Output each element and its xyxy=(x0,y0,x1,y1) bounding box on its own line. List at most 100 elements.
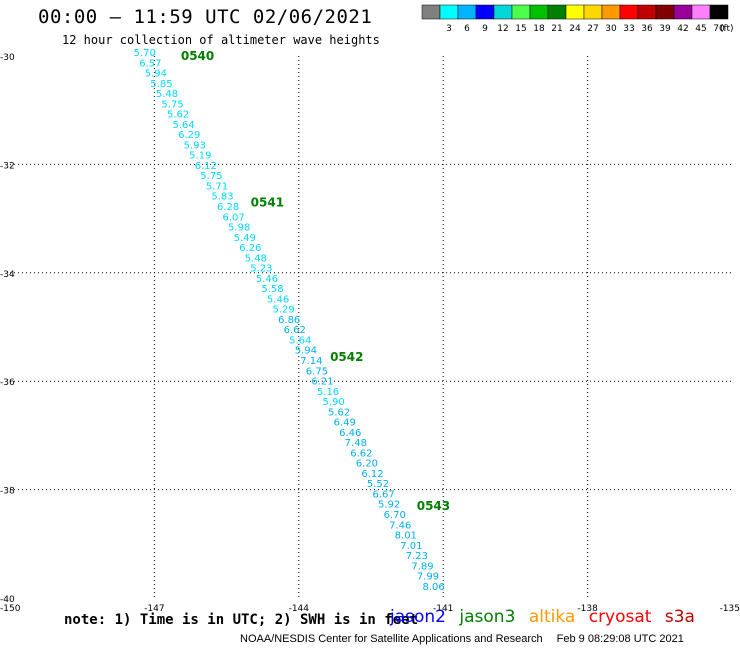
legend-bin-label: 21 xyxy=(551,24,562,34)
lon-tick-label: -144 xyxy=(289,604,310,614)
time-label: 0541 xyxy=(251,195,284,209)
lat-tick-label: -30 xyxy=(0,53,15,63)
page-subtitle: 12 hour collection of altimeter wave hei… xyxy=(62,33,380,47)
swh-value-label: 6.29 xyxy=(178,130,200,141)
swh-value-label: 5.75 xyxy=(161,99,183,110)
legend-bin-label: 30 xyxy=(605,24,617,34)
note-text: note: 1) Time is in UTC; 2) SWH is in fe… xyxy=(64,612,419,628)
swh-value-label: 5.71 xyxy=(206,181,228,192)
legend-swatch xyxy=(583,4,603,20)
swh-value-label: 5.94 xyxy=(145,69,167,80)
graticule xyxy=(10,56,732,598)
swh-value-label: 5.98 xyxy=(228,223,250,234)
swh-value-label: 5.29 xyxy=(272,305,294,316)
legend-bin-label: 70 xyxy=(713,24,725,34)
legend-bin-label: 36 xyxy=(641,24,653,34)
legend-swatch xyxy=(475,4,495,20)
swh-value-label: 7.46 xyxy=(389,520,411,531)
swh-value-label: 8.06 xyxy=(422,582,444,593)
legend-swatch xyxy=(457,4,477,20)
swh-value-label: 5.64 xyxy=(173,120,195,131)
altimeter-track: 5.706.575.945.855.485.755.625.646.295.93… xyxy=(134,48,445,593)
legend-swatch xyxy=(493,4,513,20)
swh-value-label: 6.75 xyxy=(306,366,328,377)
legend-bin-label: 6 xyxy=(464,24,470,34)
swh-value-label: 5.16 xyxy=(317,387,339,398)
swh-value-label: 6.67 xyxy=(372,489,394,500)
lon-tick-label: -135 xyxy=(720,604,740,614)
satellite-altika: altika xyxy=(528,607,576,627)
satellite-s3a: s3a xyxy=(664,607,695,627)
legend-swatch xyxy=(619,4,639,20)
axis-labels: -30 -32 -34 -36 -38 -40-150 -147 -144 -141 -138 -1… xyxy=(0,53,740,614)
lon-tick-label: -147 xyxy=(144,604,164,614)
legend-unit: (ft) xyxy=(720,24,734,34)
legend-swatch xyxy=(511,4,531,20)
satellite-jason2: jason2 xyxy=(390,607,446,627)
swh-value-label: 5.94 xyxy=(295,346,317,357)
satellite-jason3: jason3 xyxy=(459,607,516,627)
swh-value-label: 8.01 xyxy=(395,531,417,542)
swh-value-label: 7.01 xyxy=(400,541,422,552)
lon-tick-label: -150 xyxy=(0,604,21,614)
legend-bin-label: 27 xyxy=(587,24,598,34)
legend-bin-label: 24 xyxy=(569,24,581,34)
swh-value-label: 6.57 xyxy=(139,58,161,69)
swh-value-label: 7.99 xyxy=(417,572,439,583)
time-label: 0542 xyxy=(330,350,363,364)
satellite-cryosat: cryosat xyxy=(588,607,652,627)
legend-swatch xyxy=(421,4,441,20)
swh-value-label: 5.90 xyxy=(322,397,344,408)
credit-timestamp: Feb 9 08:29:08 UTC 2021 xyxy=(556,633,684,645)
lat-tick-label: -38 xyxy=(0,487,15,497)
lat-tick-label: -32 xyxy=(0,161,15,171)
legend-swatch xyxy=(709,4,729,20)
lat-tick-label: -40 xyxy=(0,595,15,605)
swh-value-label: 6.70 xyxy=(384,510,406,521)
time-label: 0540 xyxy=(181,49,214,63)
legend-bin-label: 9 xyxy=(482,24,488,34)
swh-value-label: 5.85 xyxy=(150,79,172,90)
swh-value-label: 6.46 xyxy=(339,428,361,439)
swh-value-label: 5.46 xyxy=(256,274,278,285)
legend-bin-label: 3 xyxy=(446,24,452,34)
legend-swatch xyxy=(655,4,675,20)
swh-value-label: 5.70 xyxy=(134,48,156,59)
swh-value-label: 6.07 xyxy=(223,212,245,223)
swh-value-label: 5.93 xyxy=(184,140,206,151)
credit-line: NOAA/NESDIS Center for Satellite Applica… xyxy=(240,633,684,645)
swh-value-label: 5.64 xyxy=(289,335,311,346)
credit-org: NOAA/NESDIS Center for Satellite Applica… xyxy=(240,633,543,645)
swh-value-label: 5.23 xyxy=(250,264,272,275)
swh-value-label: 5.46 xyxy=(267,294,289,305)
satellite-legend: jason2 jason3 altika cryosat s3a xyxy=(390,607,703,627)
swh-value-label: 7.89 xyxy=(411,561,433,572)
swh-value-label: 5.48 xyxy=(156,89,178,100)
swh-value-label: 5.62 xyxy=(328,407,350,418)
swh-value-label: 5.49 xyxy=(234,233,256,244)
time-label: 0543 xyxy=(417,499,450,513)
time-labels: 0540 0541 0542 0543 xyxy=(181,49,450,513)
legend-bin-label: 45 xyxy=(695,24,706,34)
legend-bin-label: 12 xyxy=(497,24,508,34)
swh-value-label: 6.62 xyxy=(350,448,372,459)
legend-swatch xyxy=(691,4,711,20)
color-legend: 3 6 9 12 15 18 21 24 27 30 33 36 39 42 45 70(ft) xyxy=(421,4,734,34)
swh-value-label: 5.58 xyxy=(261,284,283,295)
swh-value-label: 5.75 xyxy=(200,171,222,182)
swh-value-label: 5.92 xyxy=(378,500,400,511)
swh-value-label: 5.62 xyxy=(167,110,189,121)
legend-swatch xyxy=(565,4,585,20)
page-title: 00:00 – 11:59 UTC 02/06/2021 xyxy=(38,6,373,28)
swh-value-label: 5.52 xyxy=(367,479,389,490)
legend-bin-label: 33 xyxy=(623,24,634,34)
legend-swatch xyxy=(547,4,567,20)
legend-bin-label: 42 xyxy=(677,24,688,34)
legend-bin-label: 18 xyxy=(533,24,545,34)
legend-bin-label: 39 xyxy=(659,24,671,34)
swh-value-label: 5.83 xyxy=(211,192,233,203)
legend-swatch xyxy=(673,4,693,20)
swh-value-label: 6.21 xyxy=(311,377,333,388)
